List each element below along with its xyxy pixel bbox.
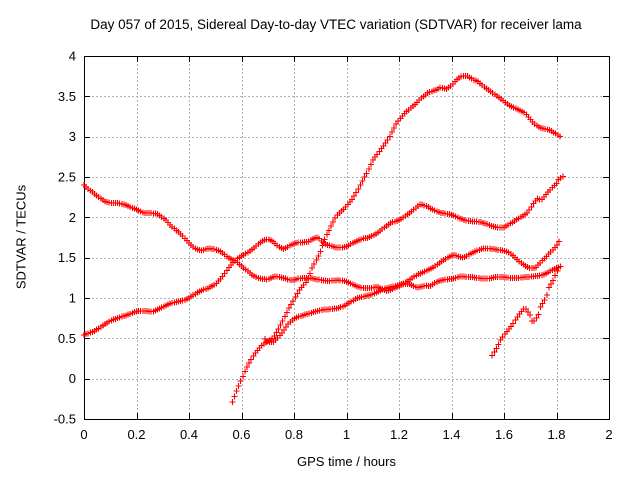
series-trace-2-markers <box>81 173 566 338</box>
y-tick-label: 4 <box>69 49 76 64</box>
x-tick-label: 2 <box>605 427 612 442</box>
x-axis-label: GPS time / hours <box>297 454 396 469</box>
x-tick-label: 0.2 <box>127 427 145 442</box>
x-tick-label: 1.4 <box>442 427 460 442</box>
x-tick-label: 0 <box>80 427 87 442</box>
x-tick-label: 1.6 <box>495 427 513 442</box>
y-tick-label: 0.5 <box>58 331 76 346</box>
series-trace-1-markers <box>81 182 564 294</box>
series-trace-5-markers <box>489 268 561 359</box>
series-trace-4-markers <box>262 238 562 345</box>
y-tick-label: 0 <box>69 371 76 386</box>
x-tick-label: 0.8 <box>285 427 303 442</box>
x-tick-label: 0.6 <box>232 427 250 442</box>
x-tick-label: 1 <box>343 427 350 442</box>
y-tick-label: 3.5 <box>58 89 76 104</box>
chart-title: Day 057 of 2015, Sidereal Day-to-day VTE… <box>90 17 582 32</box>
x-tick-label: 0.4 <box>180 427 198 442</box>
x-tick-label: 1.8 <box>547 427 565 442</box>
y-tick-label: 2 <box>69 210 76 225</box>
series-trace-3-markers <box>229 73 563 405</box>
x-tick-label: 1.2 <box>390 427 408 442</box>
axis-ticks <box>84 56 610 420</box>
y-tick-label: 2.5 <box>58 170 76 185</box>
y-tick-label: -0.5 <box>54 412 76 427</box>
y-tick-label: 1.5 <box>58 250 76 265</box>
y-tick-label: 1 <box>69 291 76 306</box>
y-tick-label: 3 <box>69 129 76 144</box>
